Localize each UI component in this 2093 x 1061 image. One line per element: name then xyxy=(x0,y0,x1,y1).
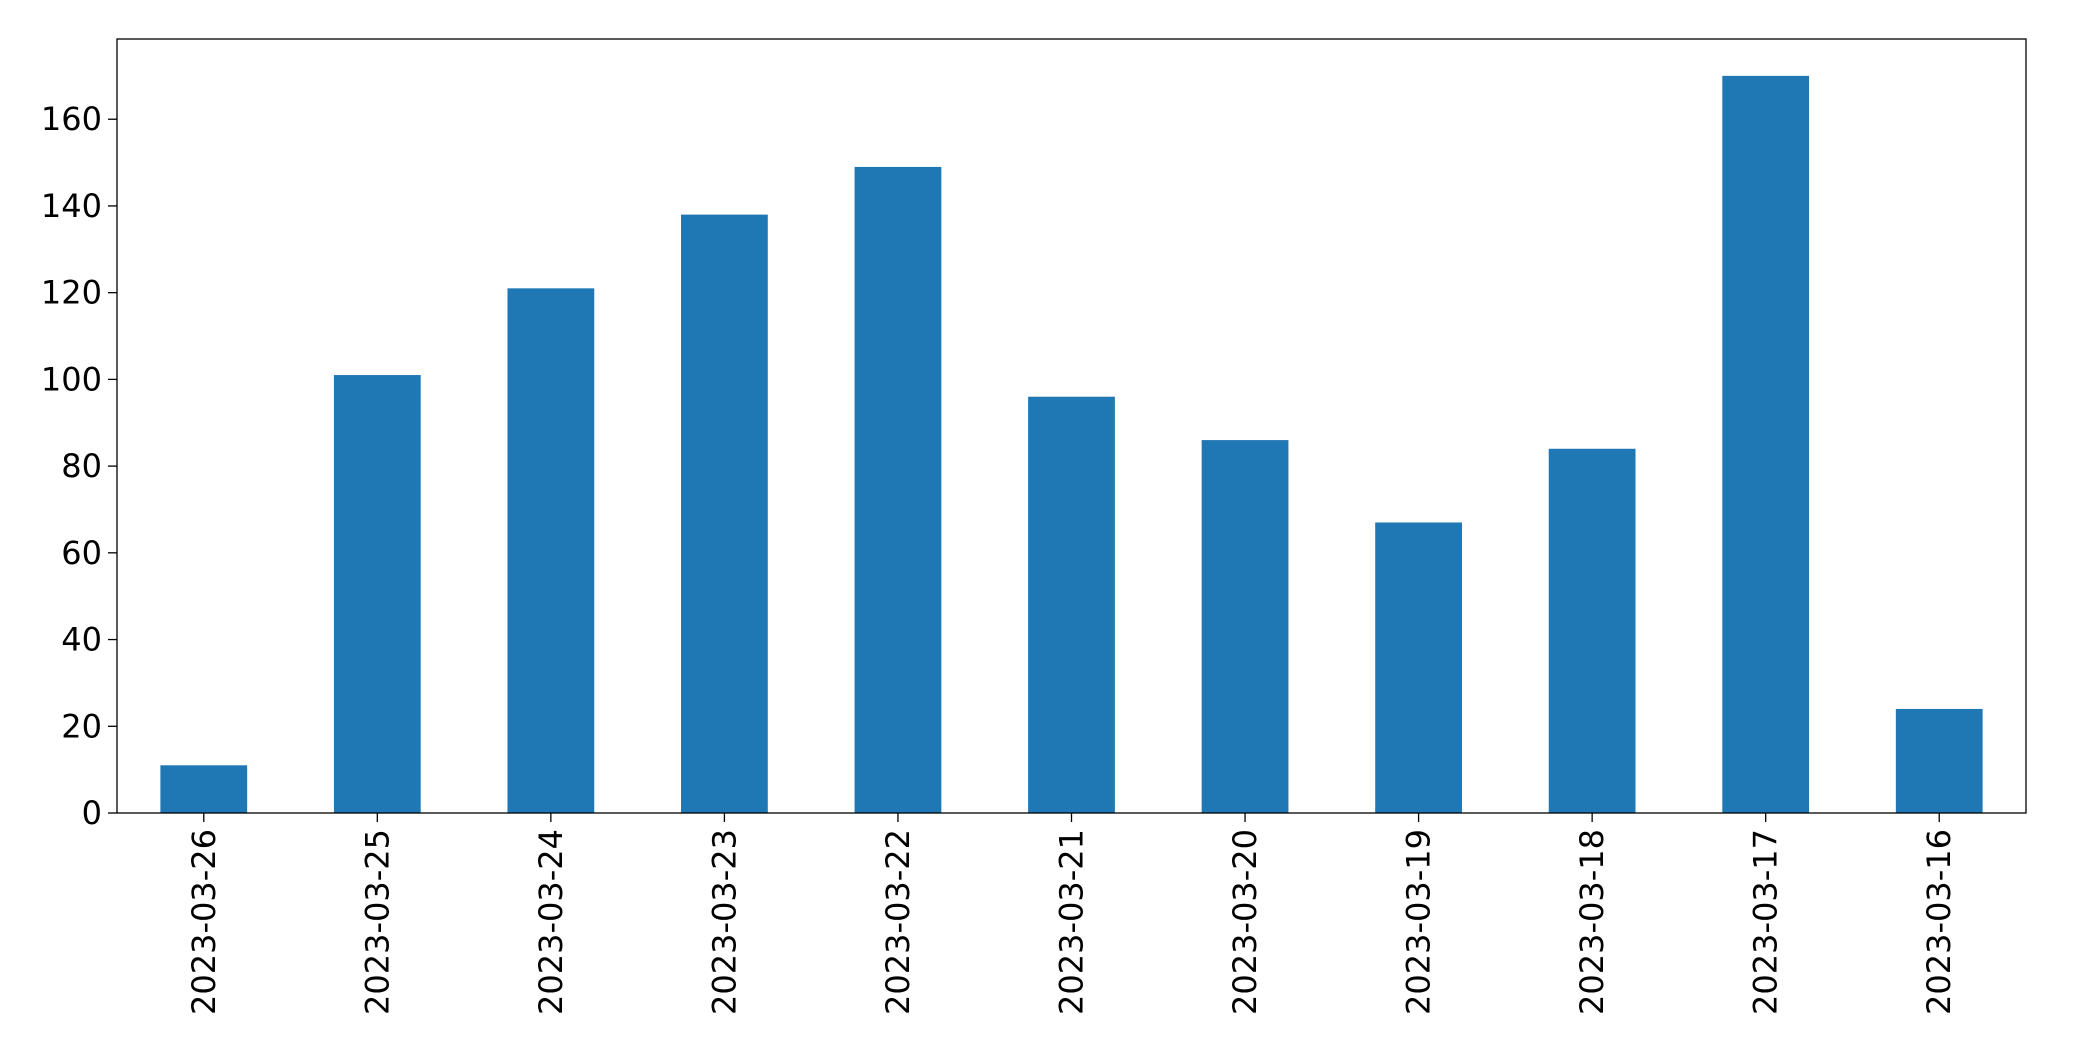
y-tick-label: 40 xyxy=(61,621,102,659)
x-tick-label: 2023-03-20 xyxy=(1226,829,1264,1015)
bar xyxy=(1375,522,1462,813)
bar xyxy=(1722,75,1810,814)
bar xyxy=(1201,440,1289,813)
x-tick-label: 2023-03-26 xyxy=(185,829,223,1015)
bar xyxy=(1028,396,1115,813)
x-tick-label: 2023-03-16 xyxy=(1920,829,1958,1015)
y-tick-label: 80 xyxy=(61,447,102,485)
y-tick-label: 100 xyxy=(41,360,102,398)
bar xyxy=(1548,448,1636,813)
bar xyxy=(333,375,421,813)
x-tick-label: 2023-03-23 xyxy=(705,829,743,1015)
y-tick-label: 120 xyxy=(41,274,102,312)
x-tick-label: 2023-03-19 xyxy=(1400,829,1438,1015)
bar xyxy=(160,765,248,813)
y-tick-label: 60 xyxy=(61,534,102,572)
y-tick-label: 140 xyxy=(41,187,102,225)
x-tick-label: 2023-03-17 xyxy=(1747,829,1785,1015)
y-tick-label: 160 xyxy=(41,100,102,138)
bar xyxy=(507,288,595,813)
x-tick-label: 2023-03-25 xyxy=(358,829,396,1015)
y-tick-label: 0 xyxy=(82,794,102,832)
bar xyxy=(1895,708,1983,813)
bar xyxy=(854,166,942,814)
bar xyxy=(681,214,768,813)
y-tick-label: 20 xyxy=(61,707,102,745)
plot-frame xyxy=(116,38,2027,814)
x-tick-label: 2023-03-22 xyxy=(879,829,917,1015)
x-tick-label: 2023-03-24 xyxy=(532,829,570,1015)
x-tick-label: 2023-03-21 xyxy=(1053,829,1091,1015)
x-tick-label: 2023-03-18 xyxy=(1573,829,1611,1015)
